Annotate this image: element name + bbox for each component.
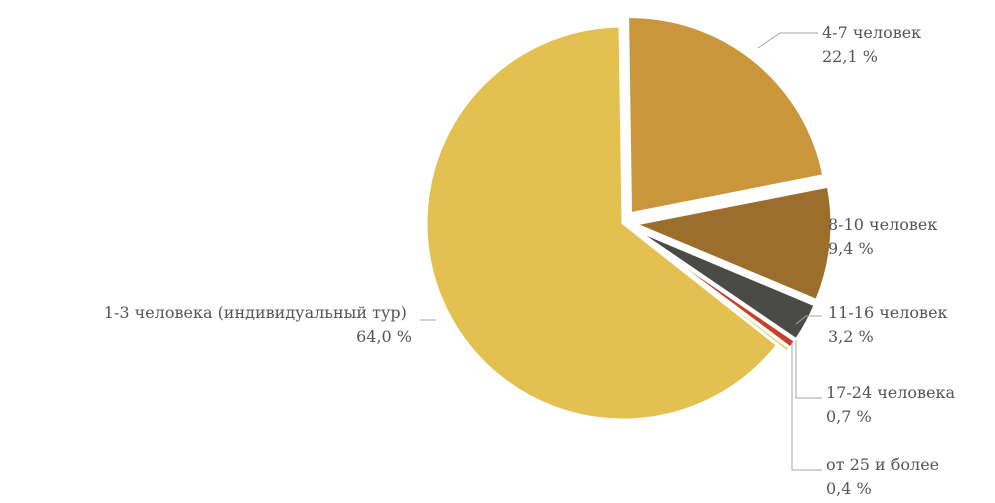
slice-value-4-7: 22,1 % (822, 47, 878, 66)
pie-slices (424, 15, 834, 422)
slice-name-1-3: 1-3 человека (индивидуальный тур) (104, 303, 407, 322)
slice-label-1-3: 1-3 человека (индивидуальный тур) 64,0 % (104, 303, 412, 346)
slice-name-4-7: 4-7 человек (822, 23, 921, 42)
slice-value-1-3: 64,0 % (356, 327, 412, 346)
slice-8-10 (629, 184, 834, 303)
slice-label-17-24: 17-24 человека 0,7 % (826, 383, 960, 426)
slice-label-25-plus: от 25 и более 0,4 % (826, 455, 944, 498)
slice-name-17-24: 17-24 человека (826, 383, 956, 402)
slice-4-7 (626, 15, 826, 216)
slice-value-11-16: 3,2 % (828, 327, 874, 346)
slice-label-8-10: 8-10 человек 9,4 % (828, 215, 942, 258)
slice-value-8-10: 9,4 % (828, 239, 874, 258)
slice-value-25-plus: 0,4 % (826, 479, 872, 498)
slice-1-3 (424, 24, 780, 422)
leader-17-24 (795, 340, 822, 399)
leader-25-plus (791, 342, 822, 471)
slice-name-25-plus: от 25 и более (826, 455, 939, 474)
slice-value-17-24: 0,7 % (826, 407, 872, 426)
slice-label-11-16: 11-16 человек 3,2 % (828, 303, 953, 346)
slice-25-plus (631, 229, 793, 355)
slice-labels: 1-3 человека (индивидуальный тур) 64,0 %… (104, 23, 960, 498)
slice-name-8-10: 8-10 человек (828, 215, 937, 234)
leader-11-16 (795, 315, 822, 325)
slice-name-11-16: 11-16 человек (828, 303, 948, 322)
slice-label-4-7: 4-7 человек 22,1 % (822, 23, 926, 66)
leader-lines (420, 32, 822, 471)
leader-4-7 (757, 32, 818, 49)
